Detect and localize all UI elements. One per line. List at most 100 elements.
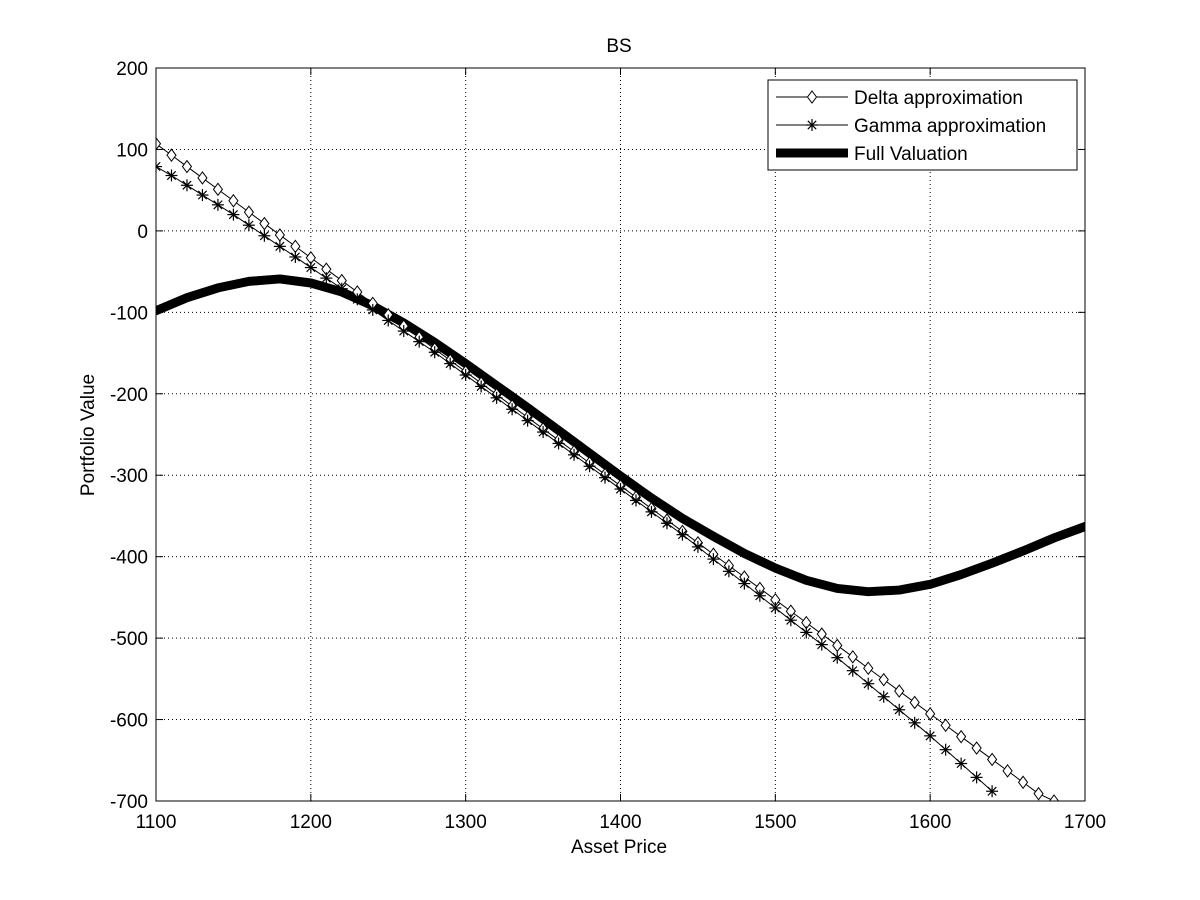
data-point <box>877 690 890 703</box>
star-stroke <box>801 627 811 638</box>
data-point <box>227 208 240 221</box>
data-point <box>568 448 581 461</box>
legend-item: Delta approximation <box>776 88 1023 109</box>
y-tick-label: -100 <box>110 303 148 324</box>
star-stroke <box>910 718 920 728</box>
data-point <box>273 240 286 253</box>
star-stroke <box>538 427 548 437</box>
ticks: 1100 1200 1300 1400 1500 1600 1700 200 100 0 -100 -… <box>110 59 1106 833</box>
x-tick-label: 1200 <box>290 812 332 833</box>
star-stroke <box>166 170 177 181</box>
data-point <box>784 614 797 627</box>
x-tick-label: 1400 <box>599 812 641 833</box>
star-stroke <box>414 337 424 347</box>
data-point <box>986 785 999 798</box>
star-stroke <box>807 120 817 130</box>
x-tick-label: 1700 <box>1064 812 1106 833</box>
series-gamma-approximation <box>156 160 999 798</box>
data-point <box>335 282 348 295</box>
data-point <box>908 716 921 729</box>
data-point <box>1048 794 1060 801</box>
data-point <box>847 650 858 664</box>
star-stroke <box>848 666 858 676</box>
star-stroke <box>337 284 347 294</box>
star-stroke <box>275 241 285 251</box>
data-point <box>800 626 813 639</box>
star-stroke <box>156 165 161 172</box>
data-point <box>428 346 441 359</box>
data-point <box>956 729 967 744</box>
star-stroke <box>693 542 703 552</box>
data-point <box>955 757 968 770</box>
data-point <box>1002 764 1013 778</box>
x-tick-label: 1300 <box>445 812 487 833</box>
data-point <box>211 198 224 211</box>
data-point <box>909 695 920 710</box>
data-point <box>166 148 177 162</box>
star-stroke <box>383 315 393 326</box>
data-point <box>1017 775 1029 790</box>
data-point <box>970 771 983 784</box>
y-tick-label: -600 <box>110 711 148 732</box>
star-stroke <box>817 640 827 650</box>
legend-item: Full Valuation <box>776 144 968 165</box>
star-stroke <box>492 393 502 403</box>
y-tick-label: 200 <box>116 59 148 80</box>
y-tick-label: -400 <box>110 548 148 569</box>
star-stroke <box>941 745 951 755</box>
star-stroke <box>894 705 904 715</box>
star-stroke <box>156 161 161 168</box>
data-point <box>180 179 193 192</box>
star-stroke <box>553 438 564 449</box>
data-point <box>304 261 317 274</box>
data-point <box>863 661 874 676</box>
star-stroke <box>244 220 254 230</box>
star-stroke <box>290 252 300 262</box>
y-tick-label: -300 <box>110 466 148 487</box>
data-point <box>846 664 859 677</box>
data-point <box>197 171 208 185</box>
data-point <box>893 703 906 716</box>
data-point <box>552 437 565 450</box>
data-point <box>831 651 844 664</box>
x-tick-label: 1100 <box>136 812 177 833</box>
data-point <box>382 314 395 327</box>
data-point <box>691 540 704 553</box>
x-axis-title: Asset Price <box>571 837 667 858</box>
data-point <box>738 577 751 590</box>
data-point <box>242 219 255 232</box>
star-stroke <box>956 758 966 769</box>
y-tick-label: 0 <box>137 222 148 243</box>
legend-label: Gamma approximation <box>854 116 1046 137</box>
data-point <box>924 729 937 742</box>
star-stroke <box>724 566 734 576</box>
star-stroke <box>708 554 719 564</box>
legend-items: Delta approximation Gamma approximation Fu… <box>776 88 1046 165</box>
data-point <box>645 505 658 518</box>
star-stroke <box>368 305 378 315</box>
data-point <box>459 369 472 382</box>
data-point <box>228 193 239 208</box>
star-stroke <box>615 484 626 494</box>
legend-swatch-marker <box>806 119 818 131</box>
star-stroke <box>770 603 780 613</box>
data-point <box>444 357 457 370</box>
data-point <box>181 159 193 174</box>
data-point <box>243 205 255 219</box>
data-point <box>366 303 379 316</box>
data-point <box>832 638 843 653</box>
data-point <box>971 741 982 755</box>
data-point <box>413 335 426 348</box>
series-line <box>156 274 1085 597</box>
legend-swatch-marker <box>806 90 818 104</box>
data-point <box>878 672 889 687</box>
star-stroke <box>569 450 579 460</box>
star-stroke <box>399 326 409 336</box>
data-point <box>258 229 271 242</box>
data-point <box>939 743 952 756</box>
legend-label: Delta approximation <box>854 88 1023 109</box>
data-point <box>629 494 642 507</box>
star-stroke <box>631 495 641 506</box>
data-point <box>815 638 828 651</box>
y-tick-label: -200 <box>110 385 148 406</box>
